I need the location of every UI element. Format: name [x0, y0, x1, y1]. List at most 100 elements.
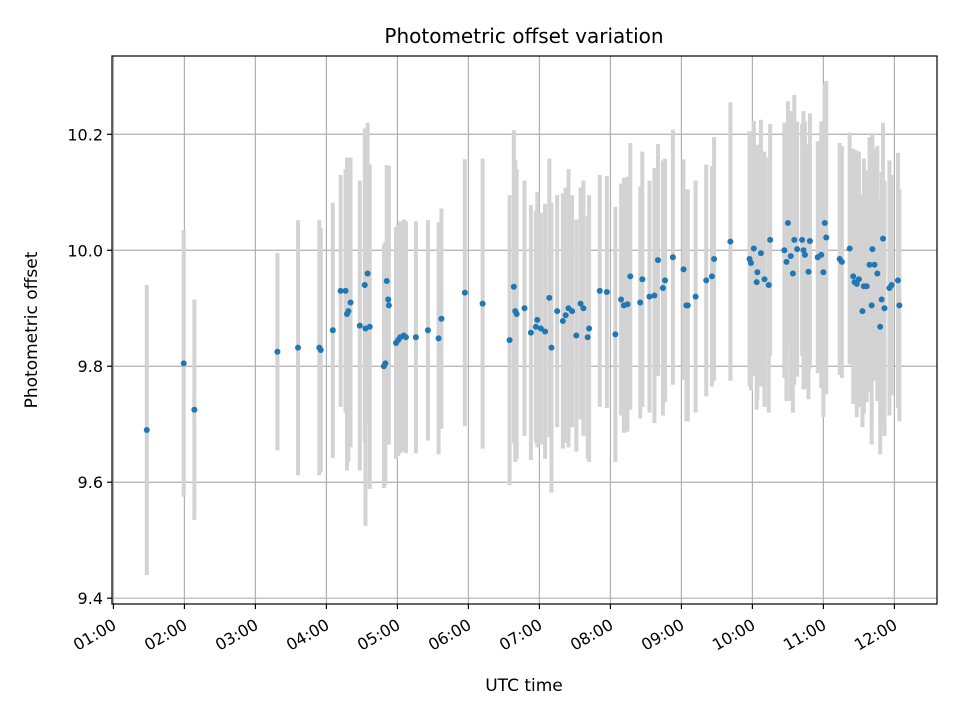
data-point: [680, 266, 687, 273]
data-point: [747, 260, 754, 267]
data-point: [548, 344, 555, 351]
data-point: [345, 308, 352, 315]
data-point: [794, 246, 801, 253]
data-point: [356, 322, 363, 329]
data-point: [513, 311, 520, 318]
data-point: [894, 277, 901, 284]
data-point: [783, 258, 790, 265]
data-point: [896, 302, 903, 309]
data-point: [866, 261, 873, 268]
data-point: [329, 327, 336, 334]
data-point: [821, 220, 828, 227]
data-point: [800, 247, 807, 254]
data-point: [868, 302, 875, 309]
data-point: [881, 305, 888, 312]
data-point: [337, 287, 344, 294]
data-point: [787, 253, 794, 260]
data-point: [871, 261, 878, 268]
data-point: [853, 280, 860, 287]
y-axis-title: Photometric offset: [22, 251, 42, 408]
data-point: [703, 277, 710, 284]
data-point: [818, 251, 825, 258]
data-point: [534, 316, 541, 323]
data-point: [874, 270, 881, 277]
data-point: [527, 329, 534, 336]
data-point: [366, 323, 373, 330]
data-point: [850, 273, 857, 280]
data-point: [577, 300, 584, 307]
data-point: [878, 296, 885, 303]
data-point: [863, 283, 870, 290]
data-point: [521, 305, 528, 312]
data-point: [627, 273, 634, 280]
data-point: [143, 427, 150, 434]
data-point: [424, 327, 431, 334]
data-point: [603, 289, 610, 296]
data-point: [654, 257, 661, 264]
data-point: [791, 236, 798, 243]
data-point: [805, 268, 812, 275]
data-point: [461, 289, 468, 296]
data-point: [532, 323, 539, 330]
data-point: [385, 296, 392, 303]
data-point: [799, 236, 806, 243]
data-point: [789, 270, 796, 277]
data-point: [317, 347, 324, 354]
data-point: [479, 300, 486, 307]
y-tick-label: 9.8: [78, 357, 103, 376]
data-point: [580, 305, 587, 312]
data-point: [573, 332, 580, 339]
data-point: [274, 348, 281, 355]
data-point: [342, 287, 349, 294]
data-point: [765, 282, 772, 289]
data-point: [761, 276, 768, 283]
data-point: [618, 296, 625, 303]
data-point: [757, 250, 764, 257]
data-point: [801, 251, 808, 258]
data-point: [859, 308, 866, 315]
data-point: [347, 299, 354, 306]
data-point: [361, 282, 368, 289]
data-point: [869, 246, 876, 253]
data-point: [506, 337, 513, 344]
data-point: [383, 277, 390, 284]
data-point: [669, 254, 676, 261]
y-tick-label: 9.6: [78, 473, 103, 492]
data-point: [364, 270, 371, 277]
data-point: [546, 294, 553, 301]
data-point: [559, 318, 566, 325]
data-point: [382, 360, 389, 367]
data-point: [584, 334, 591, 341]
data-point: [708, 273, 715, 280]
plot-frame: [111, 55, 938, 605]
data-point: [855, 276, 862, 283]
data-point: [554, 308, 561, 315]
x-axis-title: UTC time: [485, 676, 563, 696]
data-point: [659, 284, 666, 291]
chart-title: Photometric offset variation: [384, 24, 663, 48]
data-point: [435, 335, 442, 342]
data-point: [692, 293, 699, 300]
data-point: [727, 238, 734, 245]
data-point: [646, 293, 653, 300]
data-point: [877, 323, 884, 330]
data-point: [639, 276, 646, 283]
y-tick-label: 10.0: [67, 241, 103, 260]
data-point: [750, 245, 757, 252]
data-point: [838, 258, 845, 265]
data-point: [753, 279, 760, 286]
data-point: [402, 334, 409, 341]
data-point: [684, 302, 691, 309]
data-point: [880, 235, 887, 242]
data-point: [510, 283, 517, 290]
data-point: [754, 269, 761, 276]
data-point: [542, 328, 549, 335]
data-points: [143, 220, 903, 434]
data-point: [562, 312, 569, 319]
data-point: [823, 234, 830, 241]
data-point: [612, 331, 619, 338]
data-point: [888, 282, 895, 289]
data-point: [385, 302, 392, 309]
